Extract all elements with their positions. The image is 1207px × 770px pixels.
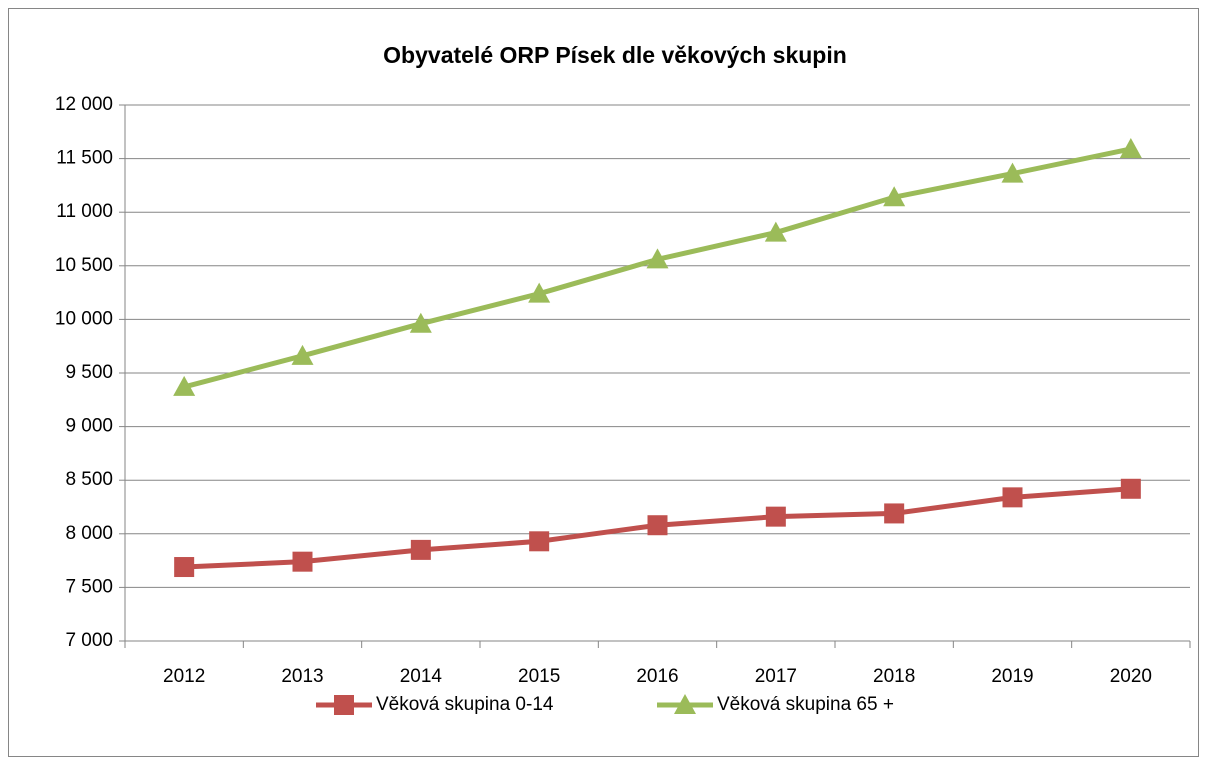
y-tick-label: 8 500: [65, 469, 113, 490]
marker: [1001, 162, 1024, 183]
marker: [1002, 487, 1023, 508]
x-tick-label: 2015: [518, 666, 560, 687]
x-tick-label: 2019: [991, 666, 1033, 687]
legend-label: Věková skupina 65 +: [717, 694, 894, 715]
marker: [173, 375, 196, 396]
marker: [765, 506, 786, 527]
marker: [528, 282, 551, 303]
y-tick-label: 9 000: [65, 416, 113, 437]
marker: [764, 221, 787, 242]
marker: [647, 515, 668, 536]
x-tick-label: 2017: [755, 666, 797, 687]
x-tick-label: 2018: [873, 666, 915, 687]
marker: [409, 312, 432, 333]
y-tick-label: 11 000: [56, 201, 113, 222]
marker: [291, 344, 314, 365]
y-tick-label: 8 000: [65, 523, 113, 544]
marker: [410, 539, 431, 560]
legend-marker: [334, 695, 354, 715]
x-tick-label: 2016: [636, 666, 678, 687]
legend-label: Věková skupina 0-14: [376, 694, 554, 715]
y-tick-label: 12 000: [55, 94, 113, 115]
x-tick-label: 2020: [1110, 666, 1152, 687]
marker: [646, 248, 669, 269]
y-tick-label: 7 500: [65, 576, 113, 597]
y-tick-label: 7 000: [65, 630, 113, 651]
marker: [292, 551, 313, 572]
x-tick-label: 2014: [400, 666, 443, 687]
x-tick-label: 2012: [163, 666, 205, 687]
legend-marker: [674, 694, 696, 714]
marker: [529, 531, 550, 552]
y-tick-label: 9 500: [65, 362, 113, 383]
marker: [1119, 137, 1142, 158]
marker: [1120, 478, 1141, 499]
x-tick-label: 2013: [281, 666, 323, 687]
y-tick-label: 10 500: [55, 255, 113, 276]
chart-title: Obyvatelé ORP Písek dle věkových skupin: [383, 42, 847, 68]
marker: [174, 557, 195, 578]
y-tick-label: 10 000: [55, 308, 113, 329]
y-tick-label: 11 500: [56, 148, 113, 169]
marker: [883, 186, 906, 207]
marker: [884, 503, 905, 524]
